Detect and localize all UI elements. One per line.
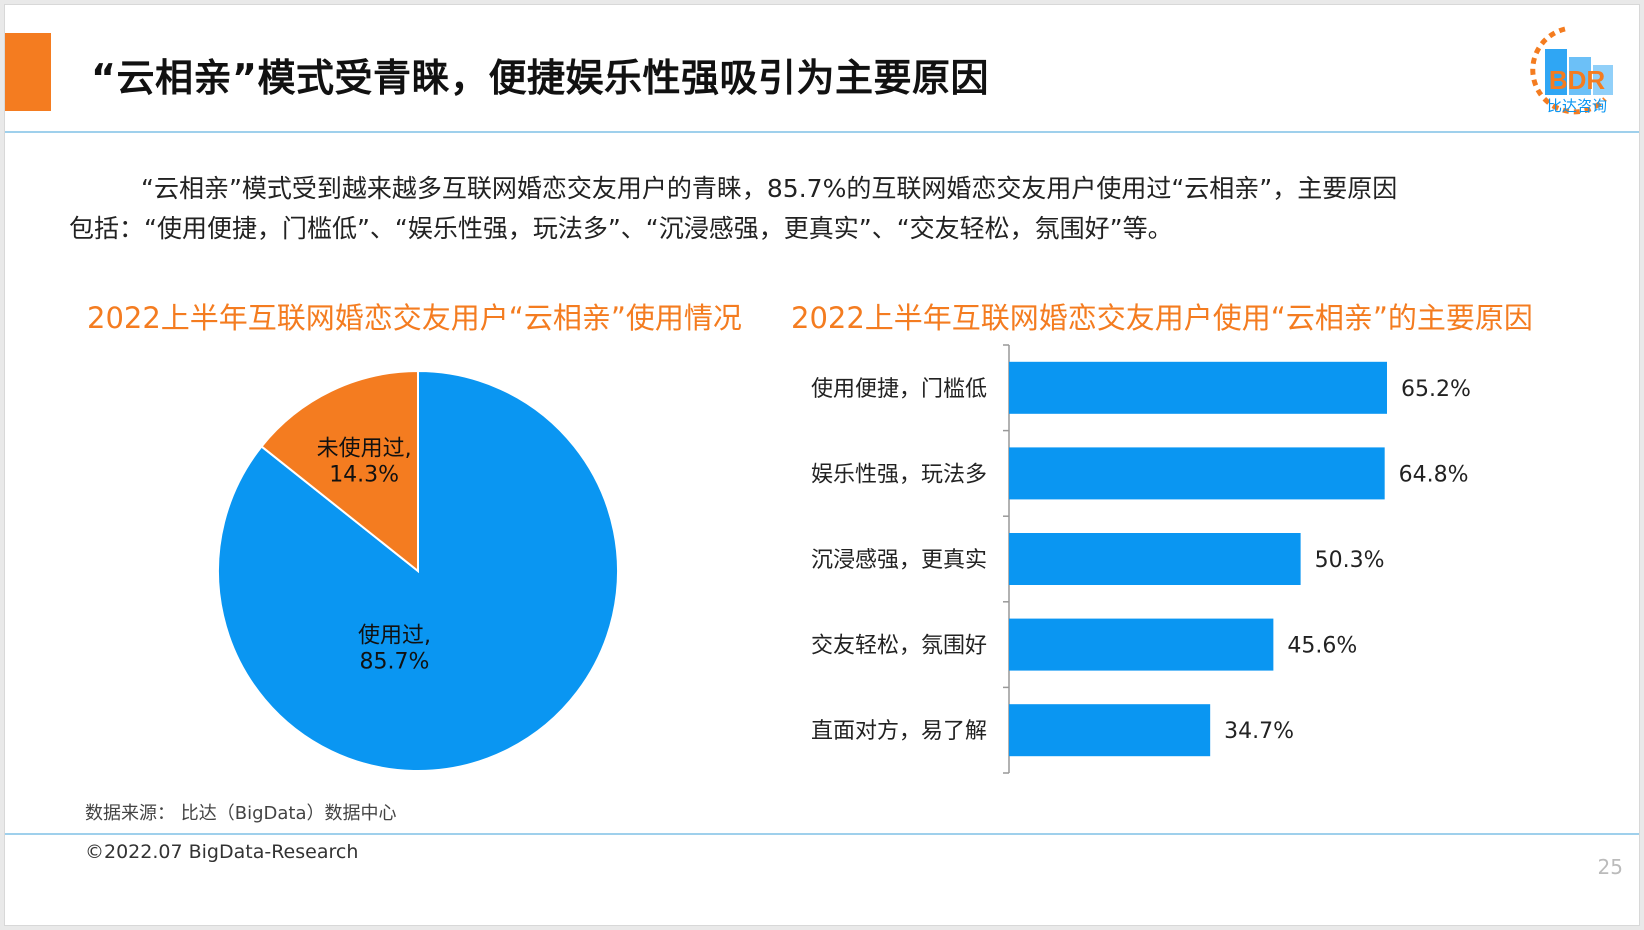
bar-value-label: 34.7% bbox=[1224, 719, 1294, 744]
bar bbox=[1009, 447, 1385, 500]
bar-value-label: 50.3% bbox=[1315, 548, 1385, 573]
pie-slice-value: 85.7% bbox=[360, 650, 430, 675]
pie-slice-value: 14.3% bbox=[329, 462, 399, 487]
intro-paragraph: “云相亲”模式受到越来越多互联网婚恋交友用户的青睐，85.7%的互联网婚恋交友用… bbox=[69, 169, 1569, 249]
pie-slice-label: 使用过, bbox=[358, 624, 431, 649]
bar-category-label: 沉浸感强，更真实 bbox=[811, 548, 987, 573]
bar-value-label: 64.8% bbox=[1399, 462, 1469, 487]
bdr-logo: BDR 比达咨询 bbox=[1530, 26, 1613, 115]
bar-category-label: 娱乐性强，玩法多 bbox=[811, 462, 987, 487]
bar-category-label: 直面对方，易了解 bbox=[811, 719, 987, 744]
intro-line-1: “云相亲”模式受到越来越多互联网婚恋交友用户的青睐，85.7%的互联网婚恋交友用… bbox=[141, 174, 1398, 203]
bar bbox=[1009, 361, 1387, 414]
footer-divider bbox=[5, 833, 1639, 835]
logo-subtext: 比达咨询 bbox=[1547, 97, 1607, 115]
bar bbox=[1009, 618, 1274, 671]
bar-chart-title: 2022上半年互联网婚恋交友用户使用“云相亲”的主要原因 bbox=[791, 301, 1533, 335]
pie-chart-title: 2022上半年互联网婚恋交友用户“云相亲”使用情况 bbox=[87, 301, 742, 335]
data-source: 数据来源： 比达（BigData）数据中心 bbox=[85, 803, 397, 824]
title-accent-bar bbox=[5, 33, 51, 111]
bar bbox=[1009, 704, 1211, 757]
bar-category-label: 交友轻松，氛围好 bbox=[811, 634, 987, 659]
bar bbox=[1009, 533, 1301, 585]
bar-value-label: 45.6% bbox=[1287, 634, 1357, 659]
logo-text: BDR bbox=[1549, 65, 1606, 95]
pie-chart: 使用过,85.7% 未使用过,14.3% bbox=[217, 369, 619, 772]
slide: “云相亲”模式受青睐，便捷娱乐性强吸引为主要原因 BDR 比达咨询 “云相亲”模… bbox=[4, 4, 1640, 926]
pie-slice-label: 未使用过, bbox=[317, 436, 412, 461]
bar-category-label: 使用便捷，门槛低 bbox=[811, 377, 987, 402]
copyright: ©2022.07 BigData-Research bbox=[85, 841, 359, 863]
pie-slice-not-used bbox=[260, 369, 419, 574]
intro-line-2: 包括：“使用便捷，门槛低”、“娱乐性强，玩法多”、“沉浸感强，更真实”、“交友轻… bbox=[69, 214, 1173, 243]
page-title: “云相亲”模式受青睐，便捷娱乐性强吸引为主要原因 bbox=[91, 56, 989, 100]
bar-value-label: 65.2% bbox=[1401, 377, 1471, 402]
page-number: 25 bbox=[1597, 855, 1623, 879]
header-divider bbox=[5, 131, 1639, 133]
bar-chart: 使用便捷，门槛低 65.2% 娱乐性强，玩法多 64.8% 沉浸感强，更真实 50.3% 交… bbox=[811, 344, 1471, 774]
